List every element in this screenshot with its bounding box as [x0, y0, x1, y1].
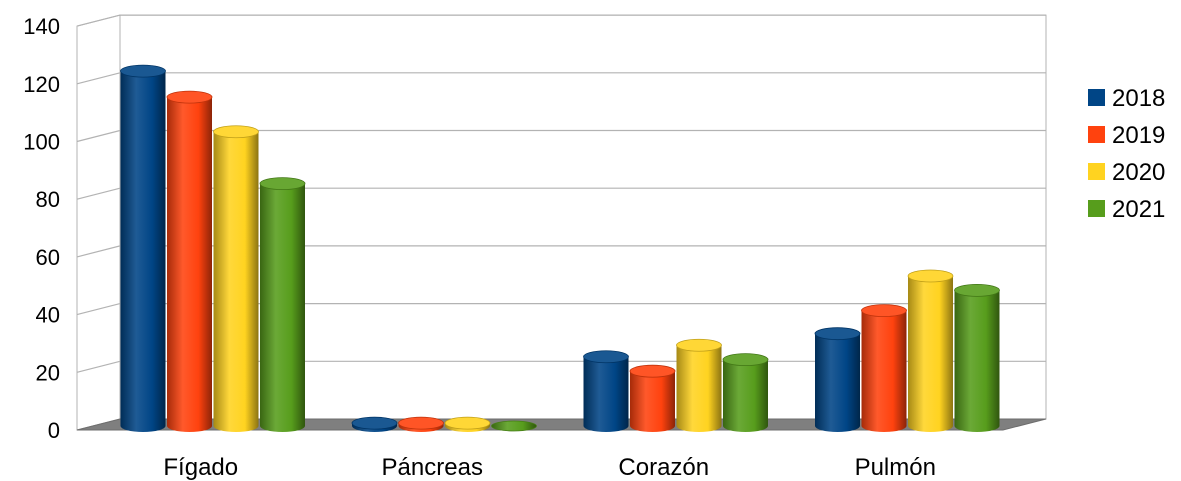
bar-body [583, 356, 629, 432]
bar [629, 364, 676, 432]
legend-swatch [1088, 200, 1105, 217]
x-category-label: Páncreas [382, 454, 483, 481]
bar-body [954, 290, 1000, 432]
bar-body [120, 71, 166, 433]
x-category-label: Pulmón [855, 454, 936, 481]
bar-top [583, 350, 629, 364]
bar-top [722, 353, 769, 367]
bar [861, 304, 907, 432]
x-category-label: Fígado [163, 454, 238, 481]
bar [676, 338, 722, 432]
bar-top [491, 420, 537, 432]
legend-label: 2021 [1112, 196, 1165, 223]
plot-walls [76, 14, 1047, 431]
gridline [76, 245, 1046, 258]
gridline [76, 303, 1046, 316]
gridline [76, 187, 1046, 200]
bar-top [213, 125, 259, 139]
bar-body [861, 310, 907, 432]
bar-top [444, 416, 491, 430]
legend-swatch [1088, 89, 1105, 106]
legend-swatch [1088, 126, 1105, 143]
x-category-label: Corazón [618, 454, 709, 481]
bar-body [630, 371, 675, 432]
bar-top [907, 269, 954, 283]
bar-body [815, 333, 860, 432]
bar-body [676, 345, 722, 432]
gridline [76, 129, 1046, 143]
bar-top [629, 364, 676, 378]
bar [398, 416, 444, 432]
bars [120, 64, 1000, 433]
y-tick-label: 100 [23, 130, 60, 155]
side-wall [76, 14, 121, 431]
bar-body [213, 131, 259, 433]
bar [120, 64, 166, 433]
bar-body [167, 97, 212, 432]
legend-label: 2018 [1112, 85, 1165, 112]
bar-top [120, 64, 166, 78]
y-tick-label: 60 [36, 245, 60, 270]
y-tick-label: 40 [36, 303, 60, 328]
y-tick-label: 0 [48, 418, 60, 443]
bar-body [260, 183, 305, 432]
bar [351, 416, 398, 432]
legend-label: 2019 [1112, 122, 1165, 149]
bar-body [723, 359, 768, 432]
bar-top [814, 327, 861, 341]
bar [814, 327, 861, 432]
back-wall [119, 14, 1047, 420]
bar [213, 125, 259, 433]
y-tick-label: 140 [23, 14, 60, 39]
bar-top [861, 304, 907, 318]
bar [907, 269, 954, 432]
legend-label: 2020 [1112, 159, 1165, 186]
bar [444, 416, 491, 432]
bar-top [259, 177, 306, 191]
gridline [76, 14, 1046, 27]
bar-body [908, 275, 953, 432]
y-tick-label: 80 [36, 187, 60, 212]
bar [491, 420, 537, 432]
legend-swatch [1088, 163, 1105, 180]
bar-top [954, 284, 1000, 297]
bar [722, 353, 769, 432]
gridline [76, 72, 1046, 85]
y-axis-ticks: 0 20 40 60 80 100 120 140 [23, 14, 60, 443]
bar [583, 350, 629, 432]
bar [259, 177, 306, 432]
bar-top [166, 90, 213, 104]
bar-top [351, 416, 398, 430]
y-tick-label: 20 [36, 360, 60, 385]
legend: 2018 2019 2020 2021 [1088, 85, 1165, 223]
bar-top [676, 338, 722, 352]
bar-top [398, 416, 444, 430]
bar [166, 90, 213, 432]
y-tick-label: 120 [23, 72, 60, 97]
x-axis-labels: Fígado Páncreas Corazón Pulmón [163, 454, 936, 481]
bar [954, 284, 1000, 432]
